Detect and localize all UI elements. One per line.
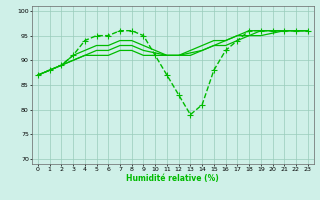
X-axis label: Humidité relative (%): Humidité relative (%) — [126, 174, 219, 183]
